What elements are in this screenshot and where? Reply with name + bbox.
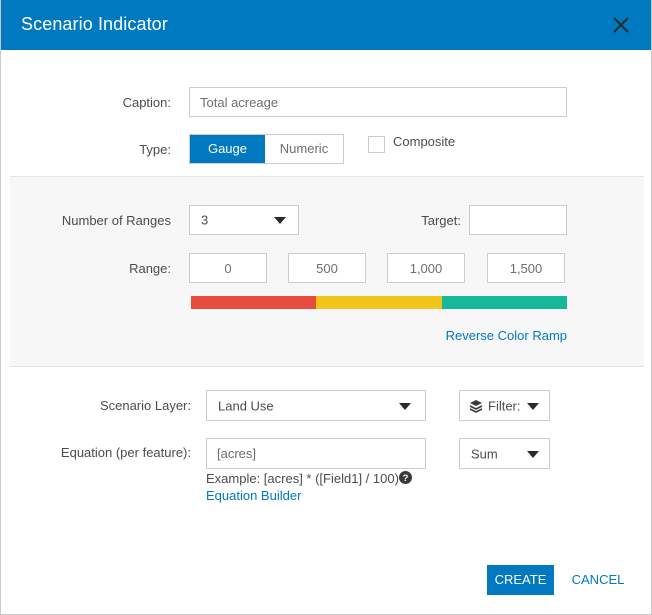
scenario-layer-select[interactable]: Land Use xyxy=(206,390,426,421)
filter-button-label: Filter: xyxy=(488,398,521,413)
target-input[interactable] xyxy=(469,205,567,235)
reverse-color-ramp-link[interactable]: Reverse Color Ramp xyxy=(445,328,567,343)
caption-input[interactable] xyxy=(189,87,567,117)
caption-label: Caption: xyxy=(122,95,171,110)
range-input-2[interactable] xyxy=(387,253,465,283)
equation-input[interactable] xyxy=(206,438,426,469)
number-of-ranges-select[interactable]: 3 xyxy=(189,205,299,235)
number-of-ranges-label: Number of Ranges xyxy=(61,213,171,228)
range-input-0[interactable] xyxy=(189,253,267,283)
close-icon[interactable] xyxy=(605,9,637,41)
number-of-ranges-value: 3 xyxy=(201,212,209,228)
layers-icon xyxy=(469,399,483,413)
color-ramp-segment-2 xyxy=(441,296,567,309)
dialog-titlebar: Scenario Indicator xyxy=(1,0,651,50)
chevron-down-icon xyxy=(274,217,286,224)
dialog-title: Scenario Indicator xyxy=(21,14,168,34)
svg-text:?: ? xyxy=(403,473,409,484)
type-option-gauge[interactable]: Gauge xyxy=(190,135,265,163)
cancel-button[interactable]: CANCEL xyxy=(570,565,626,595)
composite-checkbox-label: Composite xyxy=(393,134,456,149)
color-ramp-segment-1 xyxy=(316,296,442,309)
create-button[interactable]: CREATE xyxy=(487,565,554,595)
color-ramp-segment-0 xyxy=(191,296,317,309)
type-toggle-group: Gauge Numeric xyxy=(189,134,344,164)
chevron-down-icon xyxy=(527,402,539,410)
scenario-layer-value: Land Use xyxy=(218,398,274,413)
help-icon[interactable]: ? xyxy=(399,471,412,484)
aggregate-select[interactable]: Sum xyxy=(459,438,550,469)
color-ramp xyxy=(191,296,567,309)
filter-button[interactable]: Filter: xyxy=(459,390,550,421)
type-option-numeric[interactable]: Numeric xyxy=(265,135,343,163)
range-label: Range: xyxy=(129,261,171,276)
chevron-down-icon xyxy=(527,450,539,458)
equation-label: Equation (per feature): xyxy=(60,445,191,460)
scenario-layer-label: Scenario Layer: xyxy=(99,398,191,413)
chevron-down-icon xyxy=(399,402,411,410)
range-input-1[interactable] xyxy=(288,253,366,283)
equation-example-text: Example: [acres] * ([Field1] / 100) xyxy=(206,471,399,486)
composite-checkbox-box[interactable] xyxy=(368,136,385,153)
type-label: Type: xyxy=(139,142,171,157)
aggregate-value: Sum xyxy=(471,446,498,461)
target-label: Target: xyxy=(421,213,461,228)
range-input-3[interactable] xyxy=(487,253,565,283)
equation-builder-link[interactable]: Equation Builder xyxy=(206,488,302,503)
